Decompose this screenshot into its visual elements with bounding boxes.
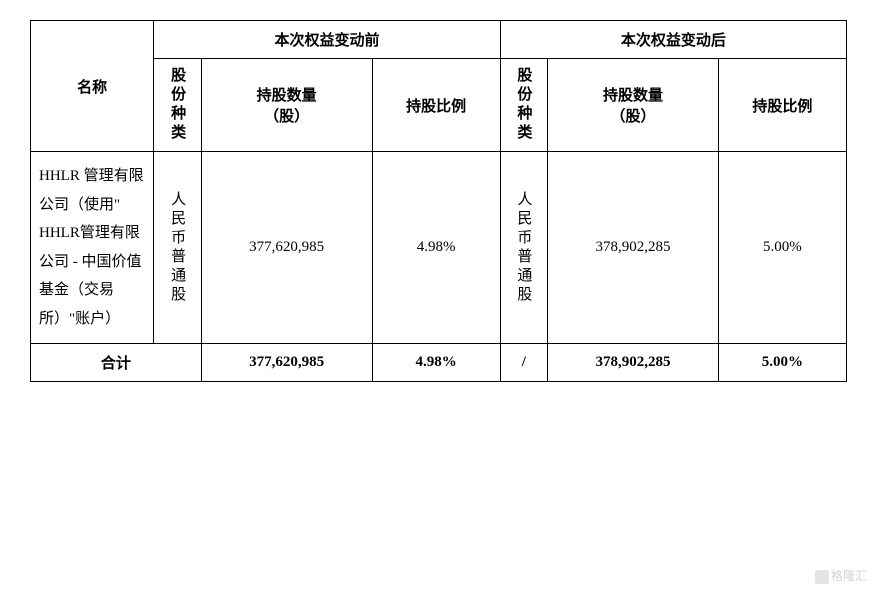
- total-row: 合计 377,620,985 4.98% / 378,902,285 5.00%: [31, 344, 847, 382]
- col-group-after: 本次权益变动后: [500, 21, 846, 59]
- total-before-ratio: 4.98%: [372, 344, 500, 382]
- header-row-1: 名称 本次权益变动前 本次权益变动后: [31, 21, 847, 59]
- equity-change-table: 名称 本次权益变动前 本次权益变动后 股份种类 持股数量 （股） 持股比例 股份…: [30, 20, 847, 382]
- cell-before-qty: 377,620,985: [201, 152, 372, 344]
- cell-after-type: 人民币普通股: [500, 152, 547, 344]
- total-before-qty: 377,620,985: [201, 344, 372, 382]
- col-header-after-ratio: 持股比例: [718, 59, 846, 152]
- cell-after-qty: 378,902,285: [548, 152, 719, 344]
- watermark-icon: [815, 570, 829, 584]
- total-after-qty: 378,902,285: [548, 344, 719, 382]
- total-after-type: /: [500, 344, 547, 382]
- cell-after-ratio: 5.00%: [718, 152, 846, 344]
- watermark: 格隆汇: [815, 567, 867, 584]
- total-after-ratio: 5.00%: [718, 344, 846, 382]
- cell-name: HHLR 管理有限公司（使用" HHLR管理有限公司 - 中国价值基金（交易所）…: [31, 152, 154, 344]
- col-header-name: 名称: [31, 21, 154, 152]
- col-header-after-qty: 持股数量 （股）: [548, 59, 719, 152]
- cell-before-ratio: 4.98%: [372, 152, 500, 344]
- col-group-before: 本次权益变动前: [154, 21, 500, 59]
- cell-before-type: 人民币普通股: [154, 152, 201, 344]
- col-header-before-type: 股份种类: [154, 59, 201, 152]
- table-row: HHLR 管理有限公司（使用" HHLR管理有限公司 - 中国价值基金（交易所）…: [31, 152, 847, 344]
- total-label: 合计: [31, 344, 202, 382]
- header-row-2: 股份种类 持股数量 （股） 持股比例 股份种类 持股数量 （股） 持股比例: [31, 59, 847, 152]
- col-header-before-ratio: 持股比例: [372, 59, 500, 152]
- col-header-before-qty: 持股数量 （股）: [201, 59, 372, 152]
- col-header-after-type: 股份种类: [500, 59, 547, 152]
